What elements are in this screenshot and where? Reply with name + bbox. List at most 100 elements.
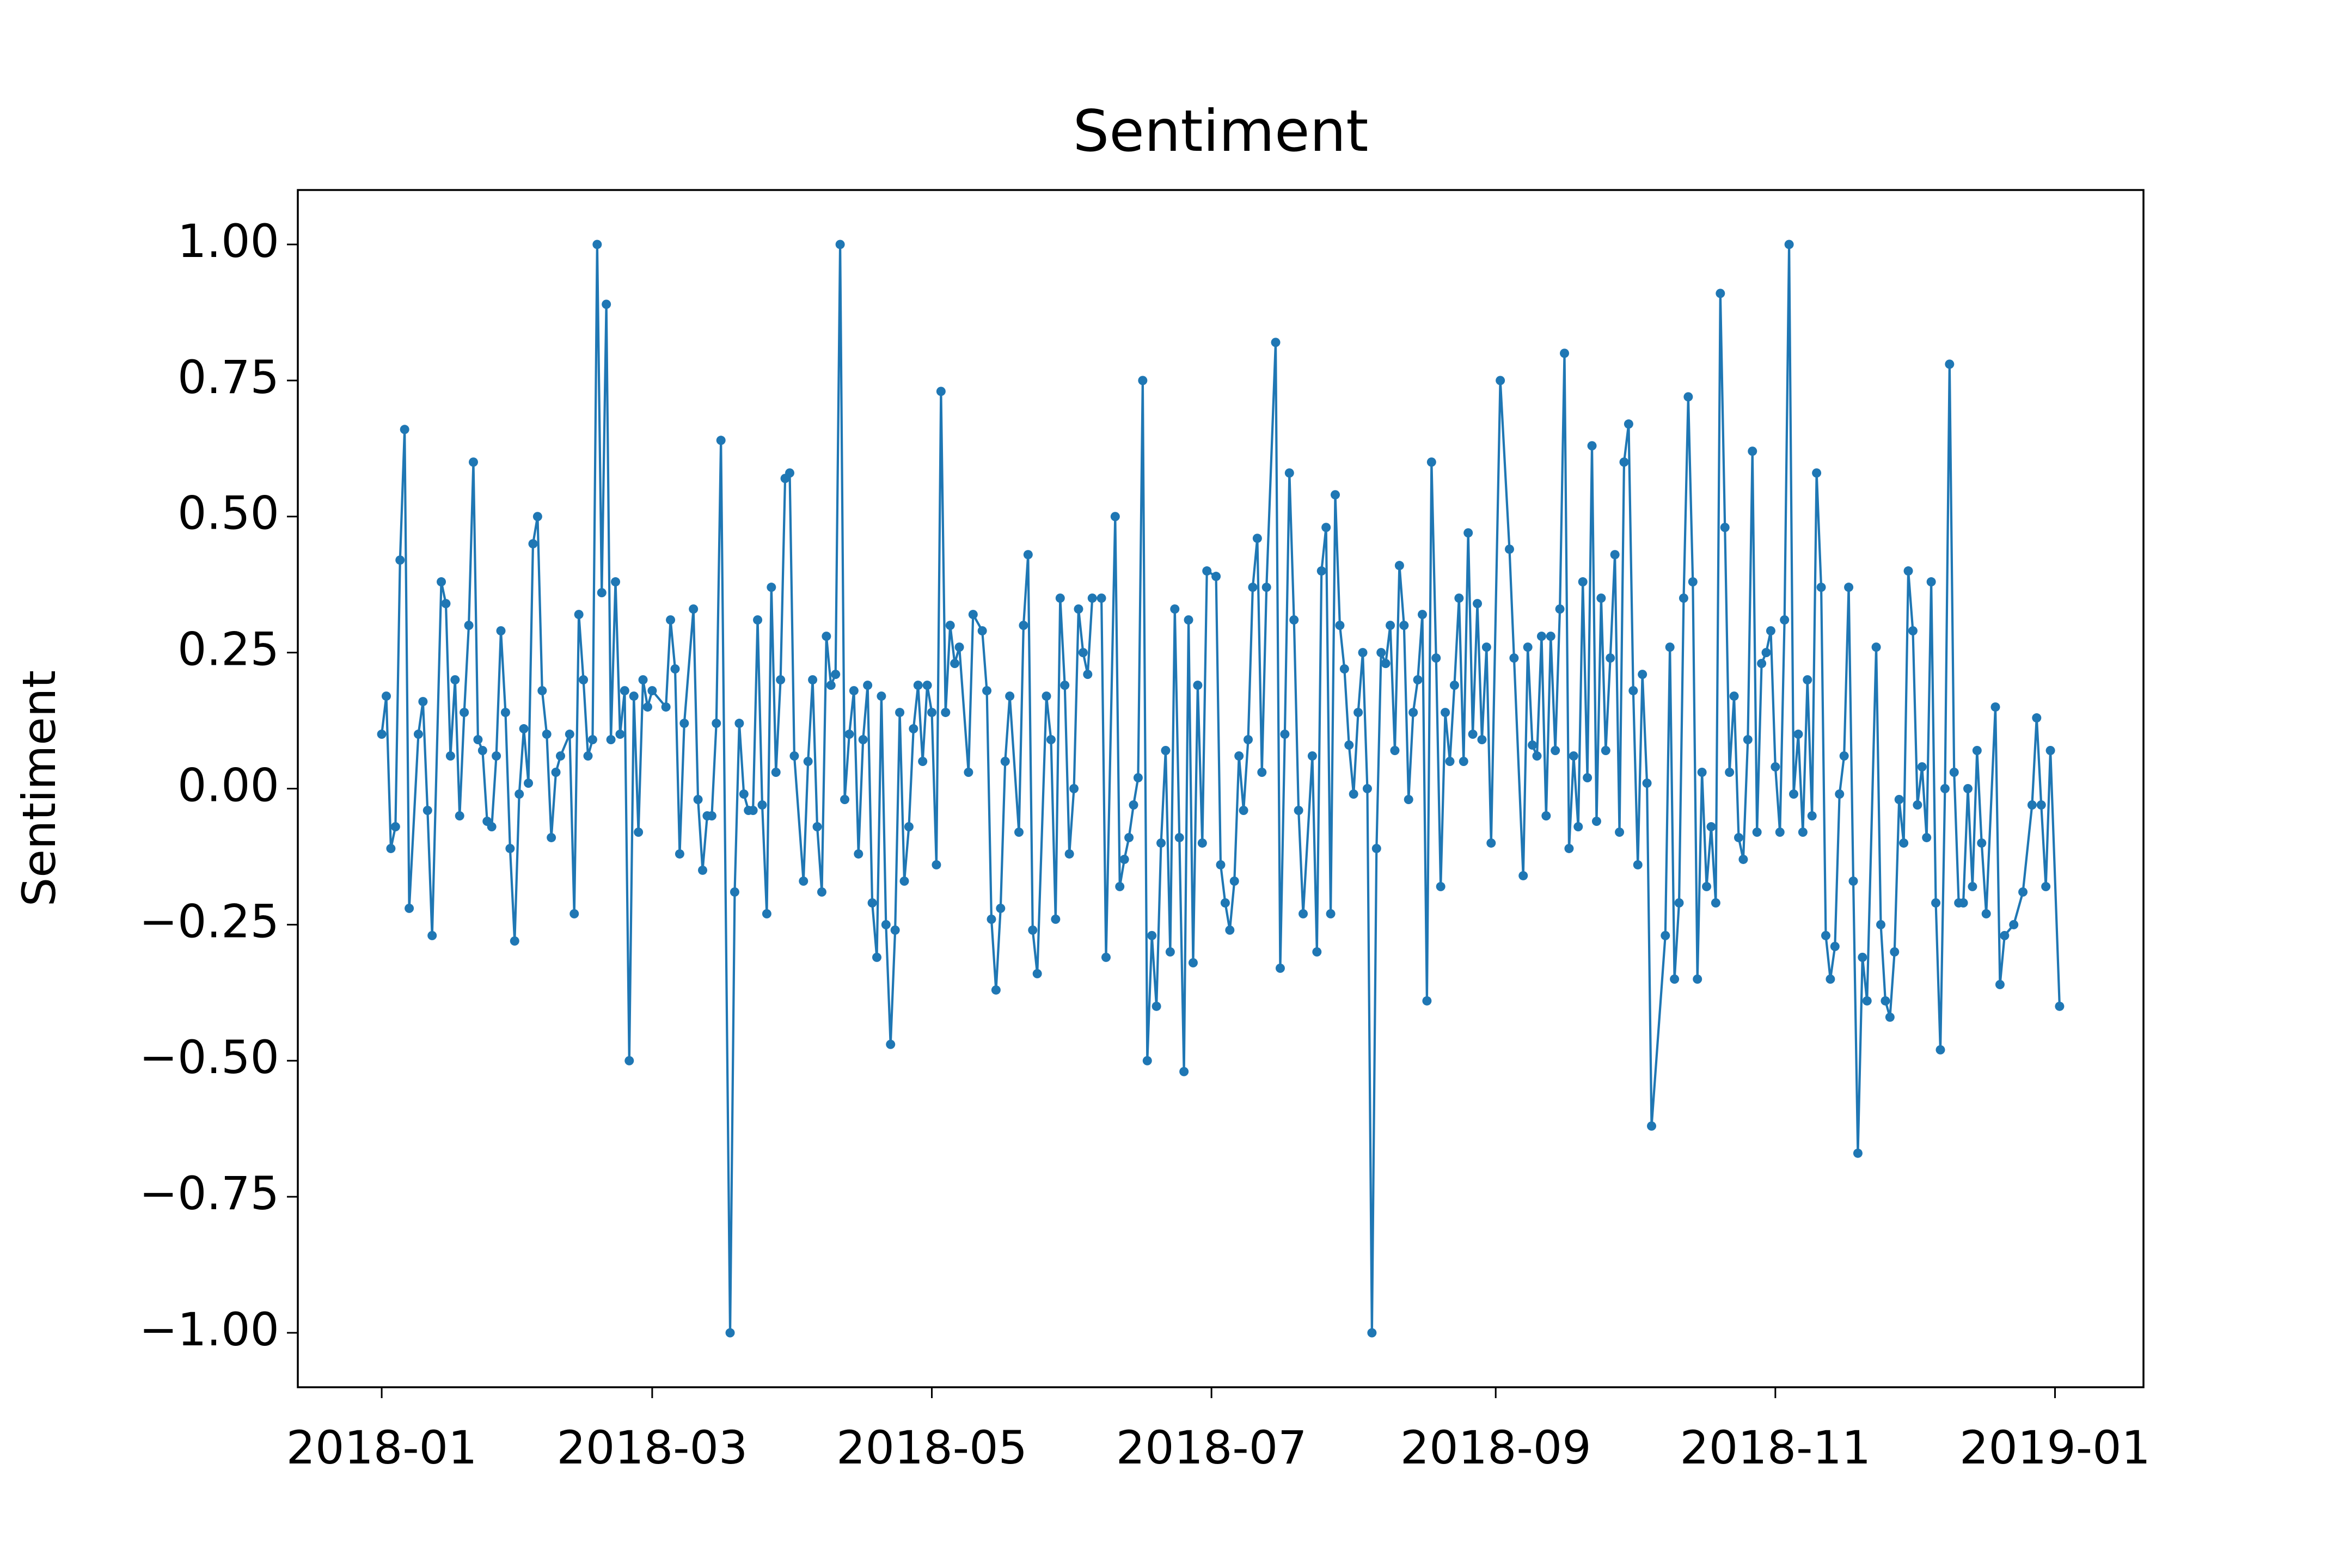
point	[1871, 642, 1881, 652]
point	[822, 632, 831, 641]
point	[1894, 794, 1904, 804]
point	[2036, 800, 2046, 810]
point	[1331, 490, 1340, 500]
point	[1706, 822, 1716, 831]
point	[565, 730, 574, 739]
point	[753, 615, 763, 625]
point	[510, 936, 519, 946]
point	[1839, 751, 1849, 761]
point	[1725, 768, 1735, 777]
point	[1945, 359, 1955, 369]
point	[1216, 860, 1226, 869]
point	[1528, 740, 1538, 750]
point	[551, 768, 561, 777]
point	[642, 702, 652, 712]
point	[1133, 773, 1143, 783]
point	[519, 724, 529, 734]
point	[1816, 583, 1826, 592]
y-tick-label: 0.00	[177, 758, 279, 812]
point	[776, 675, 786, 685]
point	[1344, 740, 1354, 750]
y-tick-label: 0.50	[177, 487, 279, 540]
point	[1294, 805, 1303, 815]
point	[899, 876, 909, 886]
point	[1165, 947, 1175, 957]
x-tick-label: 2019-01	[1959, 1421, 2151, 1474]
point	[1532, 751, 1542, 761]
y-tick-label: 0.25	[177, 623, 279, 676]
point	[831, 670, 841, 679]
chart-title: Sentiment	[1073, 98, 1369, 164]
point	[1358, 648, 1368, 658]
point	[1606, 653, 1615, 663]
point	[400, 425, 409, 434]
point	[734, 719, 744, 728]
point	[427, 930, 437, 940]
x-tick-label: 2018-01	[286, 1421, 477, 1474]
point	[922, 681, 932, 690]
y-tick-label: 1.00	[177, 215, 279, 268]
point	[1908, 626, 1918, 636]
point	[1202, 566, 1212, 576]
point	[996, 903, 1006, 913]
x-tick-label: 2018-05	[836, 1421, 1027, 1474]
point	[1949, 768, 1959, 777]
point	[1826, 974, 1835, 984]
point	[771, 768, 781, 777]
point	[1055, 593, 1065, 603]
point	[1408, 708, 1418, 718]
point	[592, 240, 602, 249]
point	[1101, 952, 1111, 962]
point	[936, 387, 946, 396]
point	[1174, 832, 1184, 842]
point	[1326, 909, 1336, 918]
y-tick-label: −0.50	[139, 1031, 279, 1084]
x-tick-label: 2018-11	[1680, 1421, 1871, 1474]
point	[1990, 702, 2000, 712]
point	[789, 751, 799, 761]
point	[1280, 730, 1290, 739]
point	[382, 691, 391, 701]
point	[634, 827, 644, 837]
point	[1560, 348, 1570, 358]
point	[1803, 675, 1812, 685]
point	[1019, 621, 1028, 630]
point	[1981, 909, 1991, 918]
point	[1638, 670, 1647, 679]
point	[638, 675, 648, 685]
point	[748, 805, 758, 815]
point	[1899, 838, 1909, 848]
point	[1161, 746, 1171, 756]
point	[2032, 713, 2042, 723]
point	[2027, 800, 2037, 810]
point	[1119, 854, 1129, 864]
point	[1702, 881, 1712, 891]
point	[725, 1328, 735, 1338]
point	[1564, 843, 1574, 853]
point	[913, 681, 923, 690]
point	[528, 539, 538, 549]
x-tick-label: 2018-09	[1400, 1421, 1591, 1474]
point	[954, 642, 964, 652]
point	[1844, 583, 1854, 592]
point	[1963, 784, 1973, 793]
point	[1431, 653, 1441, 663]
point	[1156, 838, 1166, 848]
point	[941, 708, 951, 718]
point	[1248, 583, 1258, 592]
point	[964, 768, 973, 777]
point	[574, 610, 584, 620]
point	[1862, 996, 1872, 1006]
point	[886, 1039, 896, 1049]
point	[500, 708, 510, 718]
point	[455, 811, 464, 820]
point	[679, 719, 689, 728]
point	[1477, 735, 1487, 745]
point	[785, 468, 794, 478]
point	[1138, 376, 1148, 385]
point	[1000, 757, 1010, 767]
point	[817, 887, 826, 897]
point	[1509, 653, 1519, 663]
point	[386, 843, 396, 853]
